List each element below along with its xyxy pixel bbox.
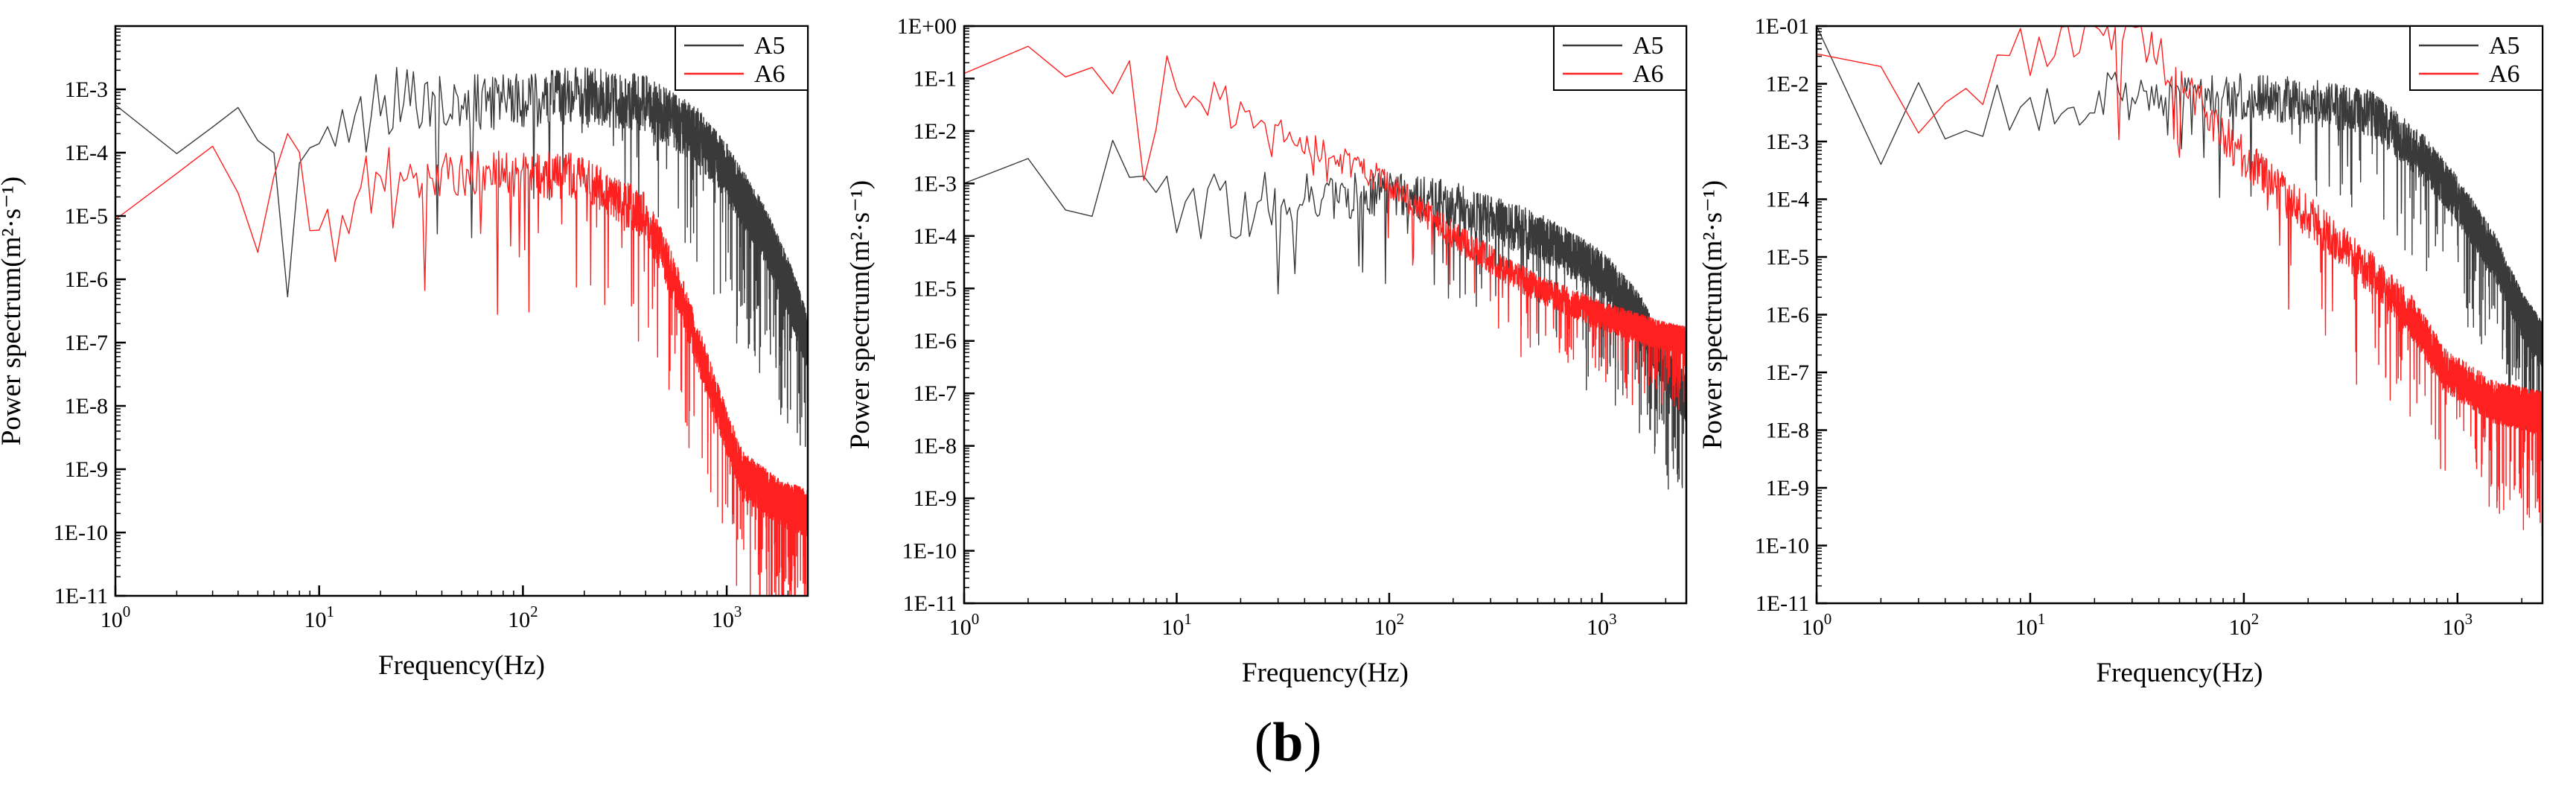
x-tick-label: 101 xyxy=(2015,610,2046,640)
y-tick-label: 1E-4 xyxy=(1766,188,1809,212)
legend-label-a5: A5 xyxy=(2489,32,2520,60)
y-axis-title: Power spectrum(m²·s⁻¹) xyxy=(0,177,27,445)
y-tick-label: 1E-8 xyxy=(65,394,108,419)
y-tick-label: 1E-7 xyxy=(914,381,957,406)
panel-label-open: ( xyxy=(1254,712,1273,773)
y-tick-label: 1E-3 xyxy=(65,77,108,102)
legend-label-a5: A5 xyxy=(754,32,785,60)
y-tick-label: 1E-5 xyxy=(1766,245,1809,270)
chart-panel-3: 1E-11 1E-10 1E-9 1E-8 1E-7 1E-6 1E-5 1E-4 1E-3 1E… xyxy=(1697,14,2544,688)
y-tick-label: 1E-10 xyxy=(54,521,108,545)
y-tick-label: 1E-10 xyxy=(1755,534,1809,559)
y-tick-label: 1E-9 xyxy=(1766,476,1809,500)
x-axis-title: Frequency(Hz) xyxy=(378,650,545,681)
y-tick-label: 1E-9 xyxy=(65,457,108,482)
y-tick-label: 1E-10 xyxy=(902,539,957,564)
x-tick-label: 102 xyxy=(1374,610,1405,640)
y-tick-label: 1E-5 xyxy=(65,204,108,229)
legend-box xyxy=(2409,25,2543,91)
legend-box xyxy=(1553,25,1687,91)
x-tick-label: 103 xyxy=(712,603,742,632)
panel-label-letter: b xyxy=(1272,712,1304,773)
panel-label-close: ) xyxy=(1303,712,1322,773)
x-tick-label: 103 xyxy=(1587,610,1617,640)
y-tick-label: 1E-6 xyxy=(1766,303,1809,328)
legend-label-a6: A6 xyxy=(754,60,785,88)
series-line-a6 xyxy=(1817,26,2542,538)
y-tick-label: 1E-9 xyxy=(914,486,957,511)
x-tick-label: 103 xyxy=(2443,610,2473,640)
y-tick-label: 1E+00 xyxy=(897,14,957,39)
series-line-a6 xyxy=(964,45,1686,410)
x-tick-label: 100 xyxy=(101,603,131,632)
legend-box xyxy=(675,25,809,91)
y-tick-label: 1E-2 xyxy=(914,119,957,144)
plot-frame xyxy=(1815,25,2544,605)
series-line-a5 xyxy=(115,66,808,448)
plot-frame xyxy=(114,25,809,597)
y-axis-title: Power spectrum(m²·s⁻¹) xyxy=(845,180,876,449)
series-line-a5 xyxy=(1817,26,2542,436)
series-line-a6 xyxy=(115,133,808,596)
y-tick-label: 1E-6 xyxy=(914,329,957,354)
y-tick-label: 1E-1 xyxy=(914,66,957,91)
y-tick-label: 1E-4 xyxy=(65,141,108,165)
y-tick-label: 1E-5 xyxy=(914,276,957,301)
x-tick-label: 101 xyxy=(1161,610,1192,640)
y-axis-title: Power spectrum(m²·s⁻¹) xyxy=(1697,180,1728,449)
y-tick-label: 1E-11 xyxy=(903,591,957,616)
y-tick-label: 1E-7 xyxy=(1766,360,1809,385)
y-tick-label: 1E-3 xyxy=(914,171,957,196)
chart-panel-1: 1E-11 1E-10 1E-9 1E-8 1E-7 1E-6 1E-5 1E-4 1E-3 10… xyxy=(0,25,809,681)
figure-panel-label: (b) xyxy=(0,711,2576,775)
legend-label-a6: A6 xyxy=(2489,60,2520,88)
x-tick-label: 101 xyxy=(304,603,334,632)
x-axis-title: Frequency(Hz) xyxy=(1242,658,1409,688)
x-tick-label: 100 xyxy=(1802,610,1832,640)
y-tick-label: 1E-11 xyxy=(1756,591,1809,616)
x-tick-label: 102 xyxy=(2229,610,2260,640)
y-tick-label: 1E-11 xyxy=(54,584,108,608)
legend-label-a6: A6 xyxy=(1633,60,1664,88)
y-tick-label: 1E-3 xyxy=(1766,130,1809,154)
y-tick-label: 1E-8 xyxy=(914,434,957,459)
y-tick-label: 1E-01 xyxy=(1755,14,1809,39)
chart-panel-2: 1E-11 1E-10 1E-9 1E-8 1E-7 1E-6 1E-5 1E-4 1E-3 1E… xyxy=(845,14,1688,688)
y-tick-label: 1E-6 xyxy=(65,267,108,292)
y-tick-label: 1E-7 xyxy=(65,331,108,355)
x-tick-label: 102 xyxy=(508,603,538,632)
x-axis-title: Frequency(Hz) xyxy=(2097,658,2263,688)
legend-label-a5: A5 xyxy=(1633,32,1664,60)
x-tick-label: 100 xyxy=(949,610,980,640)
y-tick-label: 1E-8 xyxy=(1766,419,1809,443)
y-tick-label: 1E-2 xyxy=(1766,72,1809,97)
y-tick-label: 1E-4 xyxy=(914,224,957,249)
